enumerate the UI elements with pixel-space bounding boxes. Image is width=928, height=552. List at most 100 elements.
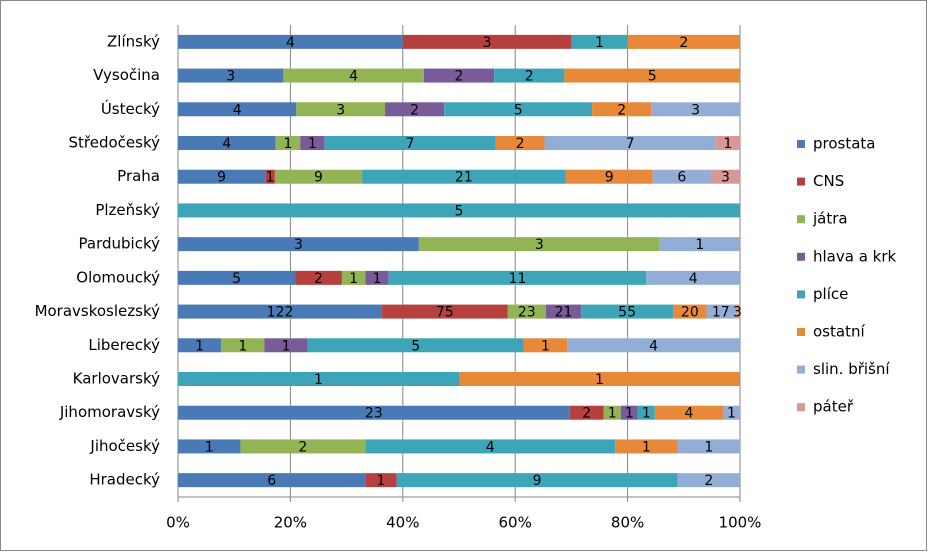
legend-label: slin. břišní (813, 360, 890, 378)
bar-segment (283, 68, 424, 83)
bar-segment (544, 136, 716, 150)
bar-segment (706, 304, 735, 319)
bar-segment (677, 439, 740, 454)
bar-segment (178, 136, 276, 150)
data-label: 4 (649, 338, 658, 354)
data-label: 1 (373, 271, 382, 287)
bar-segment (296, 102, 386, 117)
legend-swatch (797, 215, 805, 224)
data-label: 2 (314, 271, 323, 287)
data-label: 23 (518, 305, 536, 321)
data-label: 23 (365, 406, 383, 422)
data-label: 1 (642, 406, 651, 422)
bar-segment (178, 405, 570, 420)
data-label: 2 (582, 406, 591, 422)
y-tick-label: Ústecký (101, 99, 160, 118)
data-label: 1 (308, 136, 317, 152)
y-tick-label: Vysočina (93, 66, 160, 84)
bar-segment (571, 34, 628, 49)
bar-segment (362, 169, 566, 184)
data-label: 1 (595, 372, 604, 388)
bar-segment (581, 304, 674, 319)
y-tick-label: Jihomoravský (59, 403, 160, 421)
x-tick-label: 20% (274, 514, 307, 532)
data-label: 2 (410, 102, 419, 118)
data-label: 21 (455, 170, 473, 186)
data-label: 3 (733, 305, 742, 321)
bar-segment (382, 304, 508, 319)
bar-segment (646, 270, 740, 285)
bar-segment (673, 304, 707, 319)
data-label: 6 (267, 473, 276, 489)
x-tick-label: 0% (166, 514, 190, 532)
bar-segment (651, 102, 740, 117)
x-tick-label: 100% (719, 514, 762, 532)
bar-segment (495, 136, 545, 150)
bar-segment (627, 34, 740, 49)
legend-label: CNS (813, 172, 844, 190)
bar-segment (385, 102, 445, 117)
bar-segment (652, 169, 711, 184)
legend-label: páteř (813, 398, 854, 416)
data-label: 55 (618, 305, 636, 321)
data-label: 1 (238, 338, 247, 354)
bar-segment (710, 169, 740, 184)
data-label: 122 (267, 305, 294, 321)
bar-segment (615, 439, 678, 454)
legend-swatch (797, 252, 805, 261)
legend-swatch (797, 403, 805, 412)
data-label: 4 (684, 406, 693, 422)
bar-segment (715, 136, 740, 150)
bar-segment (295, 270, 342, 285)
y-tick-label: Plzeňský (95, 201, 160, 219)
bar-segment (178, 372, 459, 386)
bar-segment (178, 304, 383, 319)
bar-segment (459, 372, 740, 386)
y-tick-label: Pardubický (79, 235, 161, 253)
legend-swatch (797, 140, 805, 148)
bar-segment (507, 304, 546, 319)
bar-segment (423, 68, 495, 83)
bar-segment (365, 270, 389, 285)
data-label: 1 (541, 338, 550, 354)
bar-segment (275, 136, 301, 150)
y-tick-label: Praha (117, 167, 160, 185)
data-label: 1 (595, 35, 604, 51)
data-label: 7 (406, 136, 415, 152)
data-label: 2 (617, 102, 626, 118)
data-label: 2 (704, 473, 713, 489)
bar-segment (654, 405, 723, 420)
y-tick-label: Olomoucký (76, 268, 160, 286)
bar-segment (178, 203, 740, 218)
bar-segment (178, 473, 366, 488)
legend-label: hlava a krk (813, 247, 897, 265)
data-label: 9 (314, 170, 323, 186)
data-label: 1 (349, 271, 358, 287)
bar-segment (178, 270, 296, 285)
y-tick-label: Moravskoslezský (35, 302, 161, 320)
bar-segment (494, 68, 565, 83)
bar-segment (722, 405, 740, 420)
data-label: 6 (677, 170, 686, 186)
bar-segment (444, 102, 593, 117)
data-label: 3 (336, 102, 345, 118)
legend-label: ostatní (813, 323, 865, 341)
data-label: 1 (195, 338, 204, 354)
bar-segment (264, 338, 308, 353)
data-label: 1 (283, 136, 292, 152)
data-label: 20 (681, 305, 699, 321)
y-tick-label: Jihočeský (89, 437, 160, 455)
data-label: 3 (294, 237, 303, 253)
legend-swatch (797, 290, 805, 299)
bar-segment (265, 169, 275, 184)
bar-segment (567, 338, 740, 353)
x-tick-label: 80% (611, 514, 644, 532)
data-label: 5 (648, 69, 657, 85)
data-label: 1 (625, 406, 634, 422)
legend-swatch (797, 177, 805, 186)
data-label: 1 (695, 237, 704, 253)
data-label: 3 (535, 237, 544, 253)
bar-segment (388, 270, 647, 285)
bar-segment (659, 237, 740, 252)
data-label: 4 (286, 35, 295, 51)
